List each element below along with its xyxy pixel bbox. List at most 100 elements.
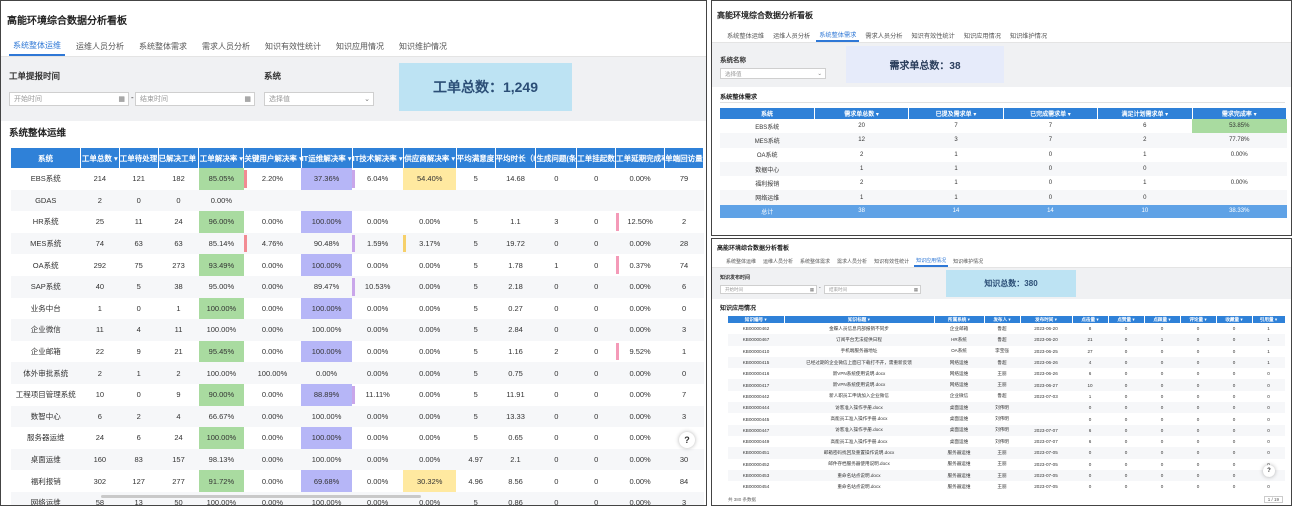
- tab-5[interactable]: 知识应用情况: [914, 256, 949, 267]
- column-header[interactable]: 平均满意度 ▾: [456, 148, 496, 168]
- column-header[interactable]: 需求完成率 ▾: [1192, 108, 1288, 119]
- tab-3[interactable]: 需求人员分析: [202, 42, 250, 51]
- column-header[interactable]: 知识标题 ▾: [784, 316, 935, 323]
- tab-6[interactable]: 知识维护情况: [399, 42, 447, 51]
- table-cell: 0.00%: [261, 217, 284, 227]
- table-cell: 66.67%: [198, 405, 244, 428]
- table-cell: 王丽: [997, 461, 1007, 467]
- column-header[interactable]: 发布时间 ▾: [1020, 316, 1073, 323]
- date-start-input[interactable]: 开始时间 ▦: [9, 92, 129, 106]
- table-cell: 0: [1216, 334, 1252, 346]
- table-cell: 0: [554, 476, 559, 486]
- system-select[interactable]: 选择值 ⌄: [720, 68, 826, 79]
- column-header[interactable]: 满足计划需求单 ▾: [1097, 108, 1193, 119]
- tab-6[interactable]: 知识维护情况: [953, 259, 984, 265]
- horizontal-scrollbar[interactable]: [101, 495, 421, 498]
- table-cell: 27: [1087, 348, 1093, 354]
- table-cell: KB00000451: [728, 447, 784, 459]
- tab-5[interactable]: 知识应用情况: [963, 32, 1001, 40]
- column-header[interactable]: 所属系统 ▾: [934, 316, 985, 323]
- table-cell: 0: [1232, 484, 1236, 490]
- column-header[interactable]: 评论量 ▾: [1180, 316, 1217, 323]
- table-cell: 0: [1072, 447, 1108, 459]
- column-header[interactable]: 工单待处理 ▾: [119, 148, 159, 168]
- column-header[interactable]: 供应商解决率 ▾: [403, 148, 457, 168]
- column-header[interactable]: 工单解决率 ▾: [198, 148, 245, 168]
- table-cell: 20: [858, 123, 865, 130]
- table-cell: 2023-07-05: [1034, 484, 1058, 490]
- column-header[interactable]: 知识编号 ▾: [728, 316, 785, 323]
- tab-2[interactable]: 系统整体需求: [816, 28, 860, 42]
- table-cell: 2: [119, 405, 159, 428]
- column-header[interactable]: 已完成需求单 ▾: [1003, 108, 1099, 119]
- table-cell: 37.36%: [301, 168, 353, 190]
- tab-1[interactable]: 运维人员分析: [76, 42, 124, 51]
- date-end-input[interactable]: 结束时间 ▦: [824, 285, 921, 294]
- column-header[interactable]: 单端回访量 ▾: [664, 148, 704, 168]
- tab-6[interactable]: 知识维护情况: [1009, 32, 1048, 40]
- column-header[interactable]: 点击量 ▾: [1072, 316, 1109, 323]
- tab-3[interactable]: 需求人员分析: [865, 32, 903, 40]
- tab-4[interactable]: 知识有效性统计: [911, 32, 955, 40]
- table-cell: 24: [174, 217, 183, 227]
- column-header[interactable]: 生成问题(条) ▾: [535, 148, 578, 168]
- tab-1[interactable]: 运维人员分析: [763, 259, 794, 265]
- tab-5[interactable]: 知识应用情况: [336, 42, 384, 51]
- tab-0[interactable]: 系统整体运维: [726, 259, 757, 265]
- table-cell: [495, 189, 536, 212]
- tab-bar: 系统整体运维 运维人员分析 系统整体需求 需求人员分析 知识有效性统计 知识应用情况 知识维…: [712, 28, 1291, 43]
- column-header[interactable]: 工单延期完成率 ▾: [615, 148, 666, 168]
- column-header[interactable]: 关键用户解决率 ▾: [243, 148, 302, 168]
- table-cell: 100.00%: [301, 211, 353, 233]
- table-cell: 5: [456, 275, 496, 298]
- table-cell: 0: [1267, 371, 1270, 377]
- column-header[interactable]: 需求单总数 ▾: [814, 108, 910, 119]
- column-header[interactable]: 工单挂起数 ▾: [576, 148, 617, 168]
- tab-3[interactable]: 需求人员分析: [837, 259, 868, 265]
- table-cell: 0.00%: [403, 448, 457, 471]
- tab-0[interactable]: 系统整体运维: [9, 37, 65, 56]
- column-header[interactable]: 已解决工单 ▾: [158, 148, 200, 168]
- column-header[interactable]: 点踩量 ▾: [1144, 316, 1181, 323]
- column-header[interactable]: 引用量 ▾: [1252, 316, 1286, 323]
- column-header[interactable]: 发布人 ▾: [984, 316, 1021, 323]
- help-icon[interactable]: ?: [679, 432, 695, 448]
- tab-2[interactable]: 系统整体需求: [800, 259, 831, 265]
- column-header[interactable]: IT运维解决率 ▾: [301, 148, 353, 168]
- table-row: KB00000445 高能员工准入操作手册.docx 桌面运维 刘伟明 0 0 0 0 0 0: [728, 413, 1285, 424]
- table-cell: 2023-07-05: [1020, 447, 1072, 459]
- table-cell: 网络运维: [949, 370, 969, 376]
- column-header[interactable]: 点赞量 ▾: [1108, 316, 1145, 323]
- date-start-input[interactable]: 开始时间 ▦: [720, 285, 817, 294]
- table-cell: 100.00%: [198, 427, 244, 449]
- date-end-input[interactable]: 结束时间 ▦: [135, 92, 255, 106]
- tab-0[interactable]: 系统整体运维: [727, 32, 765, 40]
- column-header[interactable]: 平均时长（h） ▾: [495, 148, 537, 168]
- tab-4[interactable]: 知识有效性统计: [874, 259, 910, 265]
- system-select[interactable]: 选择值 ⌄: [264, 92, 374, 106]
- table-cell: 0: [594, 476, 599, 486]
- date-separator: -: [819, 285, 821, 291]
- table-cell: 1: [908, 161, 1004, 177]
- table-cell: 1: [1144, 334, 1180, 346]
- table-cell: [1020, 402, 1072, 414]
- table-cell: 0.00%: [261, 303, 284, 313]
- table-cell: 0: [1232, 371, 1236, 377]
- tab-4[interactable]: 知识有效性统计: [265, 42, 321, 51]
- table-cell: 刘伟明: [995, 416, 1009, 422]
- table-cell: 6.04%: [352, 168, 403, 190]
- table-cell: 0: [1124, 371, 1128, 377]
- table-cell: 0: [1048, 180, 1053, 187]
- table-cell: 0: [1160, 393, 1164, 399]
- tab-2[interactable]: 系统整体需求: [139, 42, 187, 51]
- tab-1[interactable]: 运维人员分析: [773, 32, 811, 40]
- table-cell: 0: [1003, 161, 1098, 177]
- column-header[interactable]: 系统: [720, 108, 815, 119]
- pager[interactable]: 1 / 19: [1263, 496, 1283, 503]
- column-header[interactable]: IT技术解决率 ▾: [352, 148, 404, 168]
- help-icon[interactable]: ?: [1263, 465, 1275, 477]
- column-header[interactable]: 收藏量 ▾: [1216, 316, 1253, 323]
- column-header[interactable]: 工单总数 ▾: [80, 148, 120, 168]
- column-header[interactable]: 系统: [11, 148, 81, 168]
- column-header[interactable]: 已提及需求单 ▾: [908, 108, 1004, 119]
